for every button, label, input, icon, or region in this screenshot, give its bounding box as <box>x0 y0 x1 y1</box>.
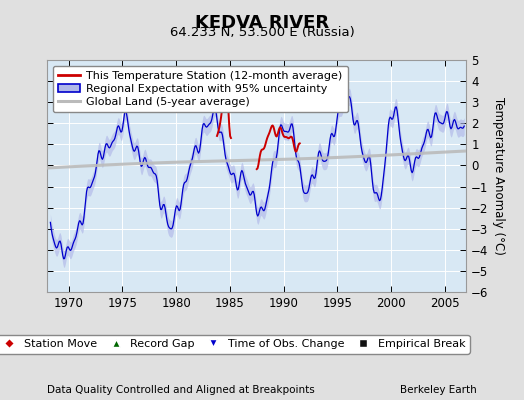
Y-axis label: Temperature Anomaly (°C): Temperature Anomaly (°C) <box>492 97 505 255</box>
Text: 64.233 N, 53.500 E (Russia): 64.233 N, 53.500 E (Russia) <box>170 26 354 39</box>
Text: Berkeley Earth: Berkeley Earth <box>400 385 477 395</box>
Text: Data Quality Controlled and Aligned at Breakpoints: Data Quality Controlled and Aligned at B… <box>47 385 315 395</box>
Text: KEDVA RIVER: KEDVA RIVER <box>195 14 329 32</box>
Legend: Station Move, Record Gap, Time of Obs. Change, Empirical Break: Station Move, Record Gap, Time of Obs. C… <box>0 335 470 354</box>
